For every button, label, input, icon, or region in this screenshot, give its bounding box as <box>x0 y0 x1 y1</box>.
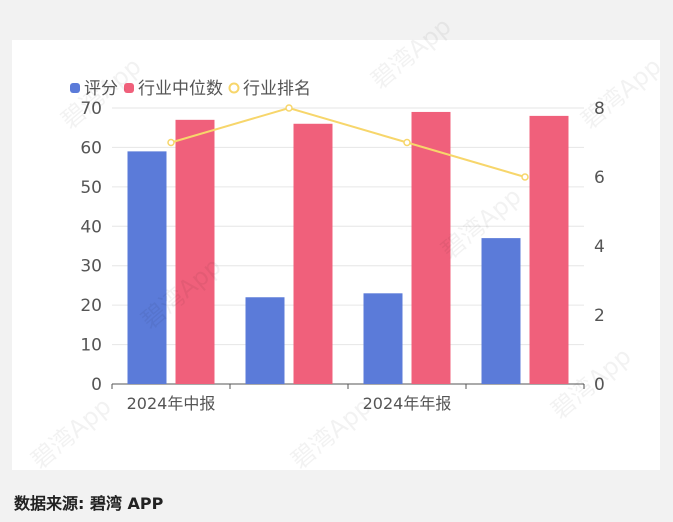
legend-label: 评分 <box>84 79 118 99</box>
legend-swatch <box>70 83 80 93</box>
point-industry-rank <box>521 173 529 181</box>
line-industry-rank <box>170 106 526 178</box>
y-right-tick-label: 8 <box>594 99 605 119</box>
y-right-tick-label: 0 <box>594 375 605 395</box>
bar-industry-median <box>293 123 333 385</box>
y-right-tick-label: 6 <box>594 168 605 188</box>
y-left-tick-label: 0 <box>91 375 102 395</box>
bar-score <box>245 297 285 384</box>
bar-industry-median <box>411 111 451 384</box>
legend-label: 行业排名 <box>243 79 311 99</box>
y-left-tick-label: 70 <box>80 99 102 119</box>
watermark-text: 碧湾App <box>366 12 457 94</box>
y-left-tick-label: 60 <box>80 138 102 158</box>
y-right-tick-label: 4 <box>594 237 605 257</box>
legend-label: 行业中位数 <box>138 79 223 99</box>
bar-score <box>481 238 521 384</box>
y-left-tick-label: 30 <box>80 257 102 277</box>
legend-swatch <box>124 83 134 93</box>
bar-industry-median <box>175 119 215 384</box>
legend-swatch <box>228 82 240 94</box>
point-industry-rank <box>167 138 175 147</box>
bar-score <box>127 151 167 384</box>
watermark-text: 碧湾App <box>576 52 667 134</box>
watermark-text: 碧湾App <box>26 392 117 474</box>
data-source-label: 数据来源: 碧湾 APP <box>14 494 164 513</box>
x-tick-label: 2024年年报 <box>363 394 452 413</box>
watermark-text: 碧湾App <box>56 52 147 134</box>
y-right-tick-label: 2 <box>594 306 605 326</box>
point-industry-rank <box>285 104 293 112</box>
y-left-tick-label: 40 <box>80 217 102 237</box>
y-left-tick-label: 50 <box>80 178 102 198</box>
x-tick-label: 2024年中报 <box>127 394 216 413</box>
point-industry-rank <box>403 138 411 147</box>
bar-score <box>363 293 403 384</box>
y-left-tick-label: 20 <box>80 296 102 316</box>
bar-industry-median <box>529 115 569 384</box>
watermark-text: 碧湾App <box>286 392 377 474</box>
y-left-tick-label: 10 <box>80 336 102 356</box>
